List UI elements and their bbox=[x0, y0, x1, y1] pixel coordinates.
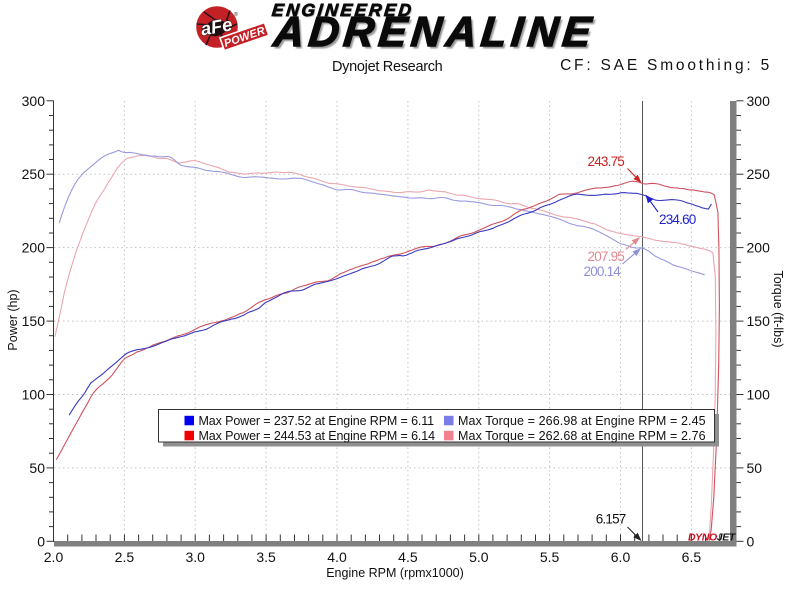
svg-text:250: 250 bbox=[747, 166, 771, 182]
svg-text:250: 250 bbox=[22, 166, 46, 182]
svg-text:6.5: 6.5 bbox=[682, 549, 702, 565]
svg-text:2.0: 2.0 bbox=[44, 549, 64, 565]
svg-text:200: 200 bbox=[22, 240, 46, 256]
svg-text:0: 0 bbox=[37, 533, 45, 549]
svg-text:2.5: 2.5 bbox=[115, 549, 135, 565]
svg-text:Power (hp): Power (hp) bbox=[6, 289, 20, 350]
svg-text:3.0: 3.0 bbox=[185, 549, 205, 565]
svg-text:50: 50 bbox=[29, 460, 45, 476]
svg-text:200.14: 200.14 bbox=[584, 264, 622, 279]
svg-text:4.5: 4.5 bbox=[398, 549, 418, 565]
svg-text:50: 50 bbox=[747, 460, 763, 476]
svg-text:Max Torque = 266.98 at Engine: Max Torque = 266.98 at Engine RPM = 2.45 bbox=[458, 414, 706, 428]
svg-text:4.0: 4.0 bbox=[327, 549, 347, 565]
svg-text:234.60: 234.60 bbox=[659, 212, 696, 227]
svg-text:243.75: 243.75 bbox=[588, 154, 625, 169]
svg-text:DYNOJET: DYNOJET bbox=[688, 532, 737, 544]
svg-text:207.95: 207.95 bbox=[588, 249, 625, 264]
svg-text:5.0: 5.0 bbox=[469, 549, 489, 565]
svg-text:Torque (ft-lbs): Torque (ft-lbs) bbox=[771, 270, 785, 347]
svg-text:150: 150 bbox=[22, 313, 46, 329]
svg-text:3.5: 3.5 bbox=[256, 549, 276, 565]
svg-text:Max Torque = 262.68 at Engine: Max Torque = 262.68 at Engine RPM = 2.76 bbox=[458, 429, 706, 443]
svg-text:Max Power = 244.53 at Engine R: Max Power = 244.53 at Engine RPM = 6.14 bbox=[199, 429, 436, 443]
svg-text:100: 100 bbox=[747, 387, 771, 403]
svg-text:300: 300 bbox=[747, 93, 771, 109]
svg-text:200: 200 bbox=[747, 240, 771, 256]
svg-text:®: ® bbox=[234, 11, 238, 18]
svg-text:0: 0 bbox=[747, 533, 755, 549]
svg-text:Engine RPM (rpmx1000): Engine RPM (rpmx1000) bbox=[326, 566, 464, 580]
svg-text:150: 150 bbox=[747, 313, 771, 329]
svg-text:100: 100 bbox=[22, 387, 46, 403]
svg-text:6.0: 6.0 bbox=[611, 549, 631, 565]
svg-text:6.157: 6.157 bbox=[596, 512, 626, 527]
svg-text:5.5: 5.5 bbox=[540, 549, 560, 565]
svg-text:300: 300 bbox=[22, 93, 46, 109]
svg-text:Max Power = 237.52 at Engine R: Max Power = 237.52 at Engine RPM = 6.11 bbox=[199, 414, 435, 428]
